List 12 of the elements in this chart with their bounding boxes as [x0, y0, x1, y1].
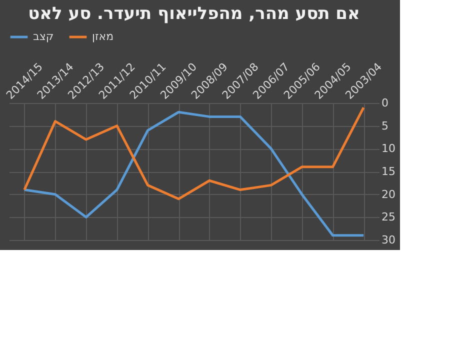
chart-title: אם תסע מהר, מהפלייאוף תיעדר. סע לאט: [28, 4, 360, 24]
legend-label: קצב: [33, 30, 54, 43]
y-tick-label: 20: [382, 188, 396, 201]
y-tick-label: 0: [382, 96, 388, 110]
y-tick-label: 25: [382, 210, 396, 224]
line-series: [23, 106, 365, 200]
legend-label: מאזן: [92, 30, 114, 43]
y-tick-label: 15: [382, 165, 396, 178]
y-tick-label: 30: [382, 234, 396, 246]
line-series: [23, 110, 365, 237]
y-tick-label: 10: [382, 142, 396, 156]
y-tick-label: 5: [382, 119, 388, 132]
